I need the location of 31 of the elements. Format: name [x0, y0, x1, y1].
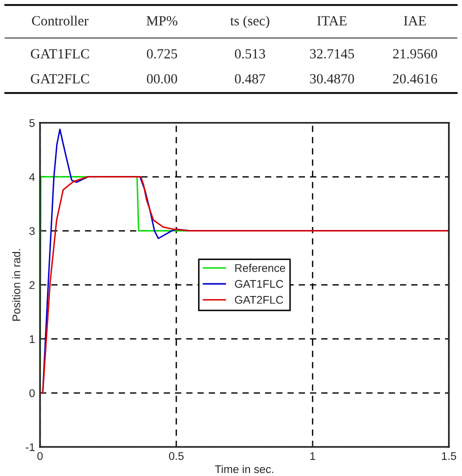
- y-tick-label: -1: [26, 443, 35, 451]
- text: 20.4616: [393, 74, 438, 84]
- text: IAE: [404, 16, 426, 26]
- y-tick-label: 5: [29, 119, 35, 127]
- x-tick-label: 0: [37, 452, 43, 460]
- text: ts (sec): [230, 16, 270, 28]
- text: 0.487: [234, 74, 266, 84]
- text: 32.7145: [310, 49, 354, 59]
- text: MP%: [146, 16, 178, 26]
- y-tick-label: 1: [30, 335, 35, 343]
- y-tick-label: 4: [29, 173, 35, 181]
- y-tick-label: 0: [29, 389, 35, 398]
- legend-label: GAT2FLC: [234, 296, 284, 304]
- text: GAT1FLC: [30, 49, 89, 58]
- text: 0.725: [146, 49, 178, 59]
- text: 00.00: [146, 74, 178, 84]
- text: ITAE: [317, 16, 347, 26]
- x-tick-label: 1: [310, 452, 316, 460]
- legend-label: GAT1FLC: [234, 280, 284, 288]
- text: 0.513: [234, 49, 266, 59]
- x-tick-label: 0.5: [169, 452, 184, 460]
- x-tick-label: 1.5: [442, 452, 456, 460]
- text: 30.4870: [310, 74, 354, 84]
- x-axis-title: Time in sec.: [214, 464, 274, 474]
- text: GAT2FLC: [30, 74, 89, 84]
- text: 21.9560: [393, 49, 438, 59]
- y-axis-title: Position in rad.: [12, 249, 20, 321]
- y-tick-label: 3: [29, 227, 35, 235]
- y-tick-label: 2: [30, 281, 35, 289]
- legend-label: Reference: [235, 264, 286, 272]
- text: Controller: [32, 16, 88, 26]
